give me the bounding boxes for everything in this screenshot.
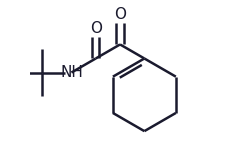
Text: NH: NH: [60, 65, 83, 80]
Text: O: O: [89, 21, 101, 36]
Text: O: O: [114, 7, 126, 22]
